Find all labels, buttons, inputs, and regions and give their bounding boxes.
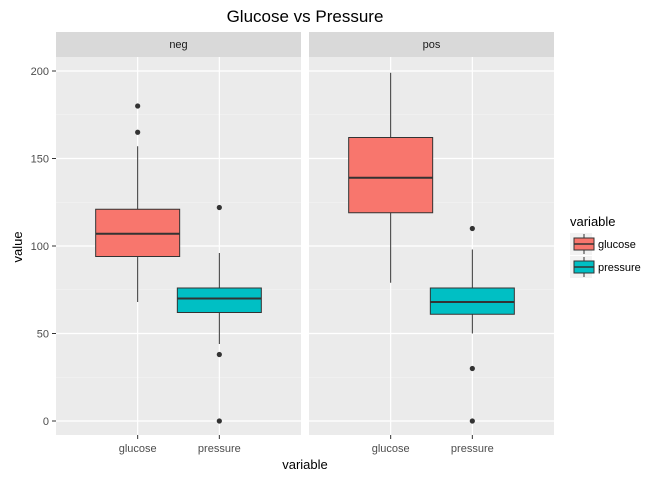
box-pressure (176, 204, 262, 424)
x-tick-label: glucose (372, 443, 410, 455)
y-tick-label: 0 (43, 416, 49, 428)
outlier-point (135, 129, 141, 135)
box-glucose (348, 72, 434, 283)
x-tick-label: pressure (451, 443, 494, 455)
legend-title: variable (570, 214, 616, 229)
outlier-point (135, 103, 141, 109)
y-tick-label: 150 (31, 154, 49, 166)
box-iqr (348, 137, 434, 214)
facet-panels: neg glucose pressure 0 50 100 150 200 pos glucose… (31, 32, 554, 455)
x-tick-label: glucose (119, 443, 157, 455)
legend-item-pressure: pressure (570, 256, 641, 278)
panel-pos: pos glucose pressure (309, 32, 554, 455)
facet-strip-label: neg (169, 39, 187, 51)
legend-label: pressure (598, 262, 641, 274)
x-axis-title: variable (282, 457, 328, 472)
legend-label: glucose (598, 239, 636, 251)
y-tick-label: 50 (37, 329, 49, 341)
y-axis-title: value (10, 231, 25, 262)
y-tick-label: 100 (31, 241, 49, 253)
box-pressure (429, 225, 515, 424)
legend-item-glucose: glucose (570, 233, 636, 255)
facet-strip-label: pos (423, 39, 441, 51)
outlier-point (469, 365, 475, 372)
box-iqr (176, 287, 262, 313)
outlier-point (469, 225, 475, 232)
facet-strip (56, 32, 301, 57)
chart-title: Glucose vs Pressure (227, 7, 384, 26)
outlier-point (216, 351, 222, 358)
x-tick-label: pressure (198, 443, 241, 455)
outlier-point (216, 204, 222, 211)
legend: variable glucose pressure (570, 214, 641, 278)
facet-strip (309, 32, 554, 57)
outlier-point (216, 418, 222, 424)
y-tick-label: 200 (31, 66, 49, 78)
legend-items: glucose pressure (570, 233, 641, 278)
box-glucose (95, 103, 181, 302)
panel-neg: neg glucose pressure 0 50 100 150 200 (31, 32, 301, 455)
outlier-point (469, 418, 475, 424)
